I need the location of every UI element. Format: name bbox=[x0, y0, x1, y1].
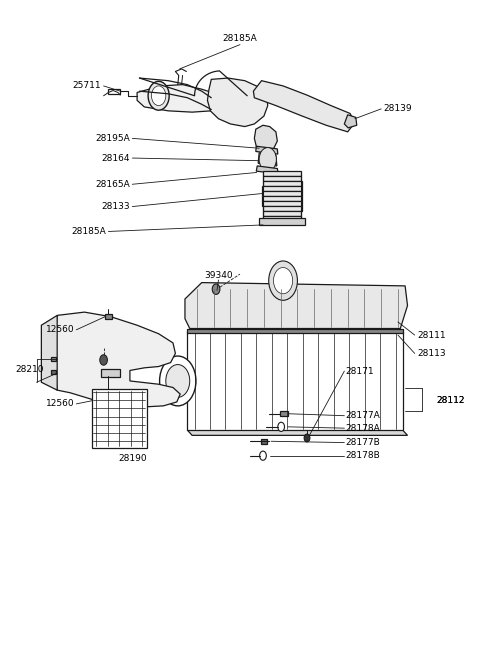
Polygon shape bbox=[207, 78, 268, 127]
Polygon shape bbox=[51, 371, 56, 374]
Circle shape bbox=[278, 422, 285, 432]
Circle shape bbox=[100, 355, 108, 365]
Polygon shape bbox=[51, 357, 56, 361]
Text: 28164: 28164 bbox=[101, 154, 130, 162]
Circle shape bbox=[259, 148, 276, 171]
Polygon shape bbox=[263, 191, 302, 196]
Polygon shape bbox=[53, 312, 180, 407]
Text: 28171: 28171 bbox=[345, 367, 374, 376]
Polygon shape bbox=[259, 218, 305, 225]
Polygon shape bbox=[92, 389, 147, 448]
Polygon shape bbox=[137, 85, 221, 112]
Text: 28195A: 28195A bbox=[95, 134, 130, 143]
Text: 28177B: 28177B bbox=[345, 438, 380, 447]
Polygon shape bbox=[263, 215, 301, 221]
Circle shape bbox=[260, 451, 266, 461]
Polygon shape bbox=[256, 166, 278, 173]
Polygon shape bbox=[101, 369, 120, 377]
Polygon shape bbox=[261, 439, 267, 444]
Text: 28178A: 28178A bbox=[345, 424, 380, 433]
Circle shape bbox=[212, 284, 220, 294]
Text: 28190: 28190 bbox=[118, 455, 146, 463]
Circle shape bbox=[152, 86, 166, 106]
Polygon shape bbox=[108, 89, 120, 95]
Text: 28185A: 28185A bbox=[223, 34, 257, 43]
Polygon shape bbox=[263, 211, 301, 216]
Circle shape bbox=[159, 356, 196, 406]
Circle shape bbox=[166, 365, 190, 397]
Text: 28185A: 28185A bbox=[71, 227, 106, 236]
Polygon shape bbox=[263, 176, 301, 181]
Text: 28178B: 28178B bbox=[345, 451, 380, 460]
Polygon shape bbox=[187, 328, 403, 333]
Text: 28165A: 28165A bbox=[95, 180, 130, 189]
Polygon shape bbox=[263, 201, 302, 206]
Text: 39340: 39340 bbox=[204, 271, 233, 280]
Text: 28177A: 28177A bbox=[345, 411, 380, 420]
Text: 28112: 28112 bbox=[436, 396, 465, 405]
Polygon shape bbox=[105, 314, 112, 319]
Polygon shape bbox=[263, 186, 302, 191]
Text: 28112: 28112 bbox=[436, 396, 465, 405]
Polygon shape bbox=[185, 283, 408, 328]
Polygon shape bbox=[258, 153, 277, 166]
Polygon shape bbox=[253, 81, 355, 132]
Circle shape bbox=[274, 267, 293, 294]
Polygon shape bbox=[280, 411, 288, 417]
Circle shape bbox=[269, 261, 298, 300]
Polygon shape bbox=[263, 196, 302, 201]
Circle shape bbox=[304, 434, 310, 442]
Text: 28210: 28210 bbox=[15, 365, 44, 374]
Polygon shape bbox=[263, 171, 301, 176]
Polygon shape bbox=[263, 181, 301, 187]
Text: 28111: 28111 bbox=[417, 330, 446, 340]
Polygon shape bbox=[187, 332, 403, 430]
Circle shape bbox=[148, 81, 169, 110]
Text: 25711: 25711 bbox=[72, 81, 101, 91]
Polygon shape bbox=[344, 115, 357, 128]
Polygon shape bbox=[41, 315, 57, 390]
Text: 12560: 12560 bbox=[46, 325, 75, 334]
Text: 12560: 12560 bbox=[46, 399, 75, 409]
Polygon shape bbox=[256, 147, 278, 154]
Text: 28139: 28139 bbox=[384, 104, 412, 114]
Polygon shape bbox=[263, 206, 301, 211]
Polygon shape bbox=[254, 125, 277, 153]
Polygon shape bbox=[187, 430, 408, 436]
Text: 28113: 28113 bbox=[417, 349, 446, 358]
Text: 28133: 28133 bbox=[101, 202, 130, 211]
